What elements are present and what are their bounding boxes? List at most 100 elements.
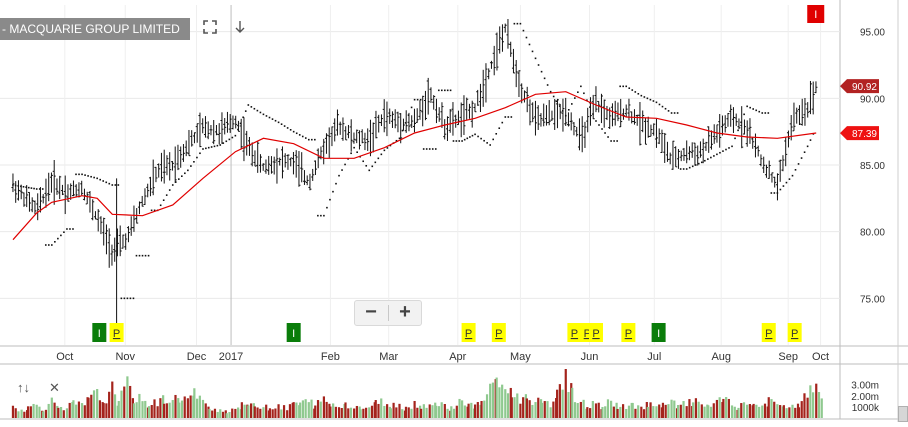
psar-dot <box>461 140 463 142</box>
psar-dot <box>649 98 652 101</box>
signal-marker-label: P <box>113 328 120 340</box>
volume-bar <box>57 407 60 418</box>
signal-marker[interactable] <box>567 323 582 342</box>
volume-bar <box>709 406 713 418</box>
psar-dot <box>132 297 135 300</box>
psar-dot <box>625 85 628 88</box>
volume-bar <box>231 408 234 418</box>
signal-marker[interactable] <box>761 323 776 342</box>
volume-bar <box>377 403 380 418</box>
volume-bar <box>670 399 673 418</box>
volume-bar <box>193 388 196 418</box>
psar-dot <box>749 106 751 109</box>
volume-collapse-icon[interactable]: ↑↓ <box>17 380 30 395</box>
psar-dot <box>168 189 171 191</box>
scroll-handle[interactable] <box>898 406 908 422</box>
signal-marker[interactable] <box>621 323 636 342</box>
psar-dot <box>304 137 307 139</box>
volume-close-icon[interactable]: ✕ <box>49 380 60 395</box>
volume-bar <box>108 391 111 418</box>
psar-dot <box>628 87 631 89</box>
psar-dot <box>422 148 425 150</box>
psar-dot <box>546 84 549 86</box>
signal-marker[interactable] <box>109 323 124 342</box>
psar-dot <box>111 184 114 186</box>
psar-dot <box>17 185 20 187</box>
volume-bar <box>389 408 392 418</box>
psar-dot <box>613 140 615 142</box>
psar-dot <box>737 129 739 132</box>
psar-dot <box>210 146 213 148</box>
psar-dot <box>704 159 706 162</box>
psar-dot <box>256 109 259 112</box>
psar-dot <box>374 161 377 164</box>
volume-bar <box>38 406 41 418</box>
psar-dot <box>571 103 573 105</box>
psar-dot <box>242 116 244 119</box>
signal-marker[interactable] <box>787 323 802 342</box>
volume-bar <box>195 398 199 418</box>
signal-marker-label: P <box>791 328 798 340</box>
volume-bar <box>23 411 26 418</box>
volume-bar <box>619 406 622 418</box>
volume-bar <box>817 392 821 418</box>
signal-marker[interactable] <box>491 323 506 342</box>
volume-bar <box>664 404 667 418</box>
volume-bar <box>655 406 658 418</box>
psar-dot <box>794 169 797 171</box>
psar-dot <box>335 182 337 185</box>
volume-bar <box>186 398 189 418</box>
arrow-down-icon[interactable] <box>231 19 249 39</box>
volume-bar <box>355 405 358 418</box>
volume-bar <box>616 408 619 418</box>
volume-bar <box>117 401 120 418</box>
volume-bar <box>211 410 214 418</box>
volume-bar <box>752 403 755 418</box>
price-tick-label: 95.00 <box>860 28 885 39</box>
volume-bar <box>467 403 470 418</box>
psar-dot <box>444 89 446 92</box>
psar-dot <box>534 57 537 60</box>
psar-dot <box>44 244 47 246</box>
signal-marker[interactable] <box>651 323 666 342</box>
volume-bar <box>649 402 652 418</box>
volume-bar <box>489 383 492 418</box>
volume-bar <box>32 403 35 418</box>
signal-marker[interactable] <box>588 323 603 342</box>
volume-bar <box>419 408 423 418</box>
psar-dot <box>289 129 292 131</box>
volume-bar <box>564 369 567 418</box>
top-signal-marker-label: I <box>814 9 817 21</box>
volume-bar <box>322 396 326 418</box>
psar-dot <box>501 121 504 124</box>
psar-dot <box>767 112 770 114</box>
expand-icon[interactable] <box>201 19 219 39</box>
signal-marker[interactable] <box>92 323 107 342</box>
psar-dot <box>341 169 343 171</box>
volume-bar <box>476 402 479 418</box>
psar-dot <box>513 22 516 25</box>
price-tick-label: 85.00 <box>860 161 885 172</box>
psar-dot <box>253 107 256 110</box>
volume-bar <box>68 402 71 418</box>
psar-dot <box>634 91 637 93</box>
psar-dot <box>386 147 389 149</box>
psar-dot <box>159 204 162 207</box>
top-signal-marker[interactable] <box>807 5 825 23</box>
volume-bar <box>237 407 240 418</box>
volume-bar <box>153 399 156 418</box>
volume-bar <box>271 409 274 418</box>
zoom-in-button[interactable]: + <box>399 301 411 323</box>
psar-dot <box>528 43 531 46</box>
volume-bar <box>567 392 570 418</box>
volume-bar <box>594 403 598 418</box>
signal-marker[interactable] <box>286 323 301 342</box>
signal-marker-label: P <box>584 328 591 340</box>
zoom-out-button[interactable]: − <box>365 301 377 323</box>
psar-dot <box>452 140 455 142</box>
psar-dot <box>320 214 322 217</box>
psar-dot <box>60 234 62 237</box>
volume-bar <box>98 400 102 418</box>
signal-marker[interactable] <box>461 323 476 342</box>
